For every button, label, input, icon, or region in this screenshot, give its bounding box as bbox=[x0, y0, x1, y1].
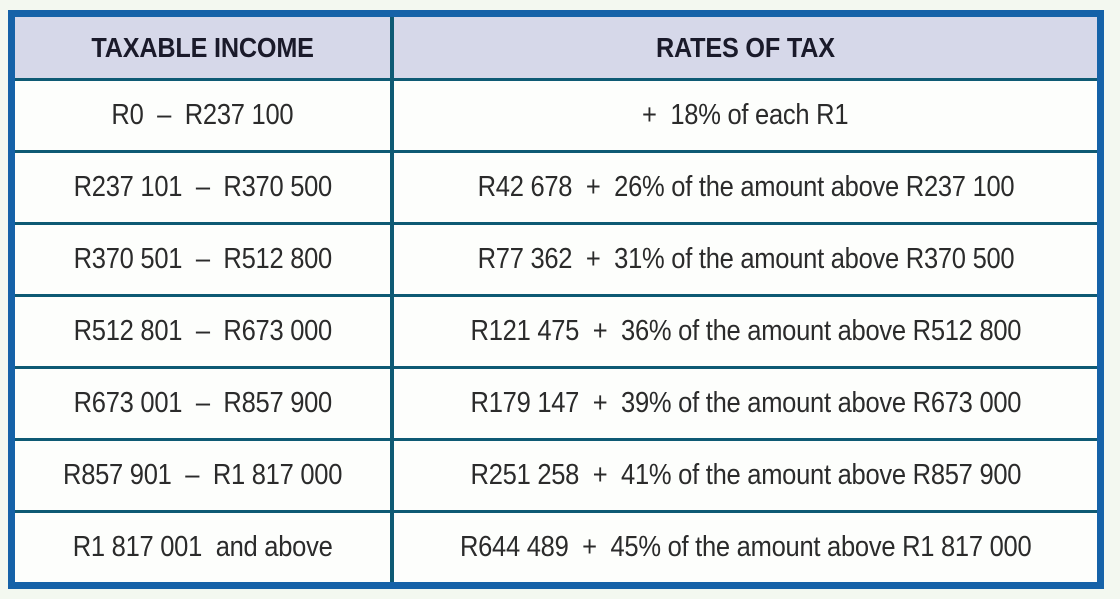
rate-formula: R251 258 + 41% of the amount above R857 … bbox=[470, 459, 1021, 491]
rate-cell: R121 475 + 36% of the amount above R512 … bbox=[390, 294, 1097, 366]
rate-formula: R121 475 + 36% of the amount above R512 … bbox=[470, 315, 1021, 347]
income-range: R370 501 – R512 800 bbox=[73, 243, 332, 275]
rate-cell: + 18% of each R1 bbox=[390, 78, 1097, 150]
rate-cell: R77 362 + 31% of the amount above R370 5… bbox=[390, 222, 1097, 294]
income-cell: R0 – R237 100 bbox=[15, 78, 390, 150]
rate-cell: R644 489 + 45% of the amount above R1 81… bbox=[390, 510, 1097, 582]
income-range: R857 901 – R1 817 000 bbox=[62, 459, 343, 491]
income-cell: R512 801 – R673 000 bbox=[15, 294, 390, 366]
taxable-income-header: TAXABLE INCOME bbox=[91, 31, 314, 63]
income-range: R1 817 001 and above bbox=[72, 531, 333, 563]
rate-formula: R42 678 + 26% of the amount above R237 1… bbox=[477, 171, 1014, 203]
rate-formula: R77 362 + 31% of the amount above R370 5… bbox=[477, 243, 1014, 275]
income-cell: R370 501 – R512 800 bbox=[15, 222, 390, 294]
tax-rates-table: TAXABLE INCOME RATES OF TAX R0 – R237 10… bbox=[8, 10, 1104, 589]
rates-of-tax-header-cell: RATES OF TAX bbox=[390, 17, 1097, 78]
rate-cell: R251 258 + 41% of the amount above R857 … bbox=[390, 438, 1097, 510]
income-cell: R237 101 – R370 500 bbox=[15, 150, 390, 222]
income-range: R0 – R237 100 bbox=[111, 99, 294, 131]
income-range: R512 801 – R673 000 bbox=[73, 315, 332, 347]
rate-formula: R644 489 + 45% of the amount above R1 81… bbox=[459, 531, 1032, 563]
income-range: R673 001 – R857 900 bbox=[73, 387, 332, 419]
income-range: R237 101 – R370 500 bbox=[73, 171, 332, 203]
taxable-income-header-cell: TAXABLE INCOME bbox=[15, 17, 390, 78]
rate-cell: R179 147 + 39% of the amount above R673 … bbox=[390, 366, 1097, 438]
rate-formula: R179 147 + 39% of the amount above R673 … bbox=[470, 387, 1021, 419]
income-cell: R673 001 – R857 900 bbox=[15, 366, 390, 438]
rate-cell: R42 678 + 26% of the amount above R237 1… bbox=[390, 150, 1097, 222]
income-cell: R857 901 – R1 817 000 bbox=[15, 438, 390, 510]
income-cell: R1 817 001 and above bbox=[15, 510, 390, 582]
rates-of-tax-header: RATES OF TAX bbox=[656, 31, 835, 63]
rate-formula: + 18% of each R1 bbox=[642, 99, 849, 131]
